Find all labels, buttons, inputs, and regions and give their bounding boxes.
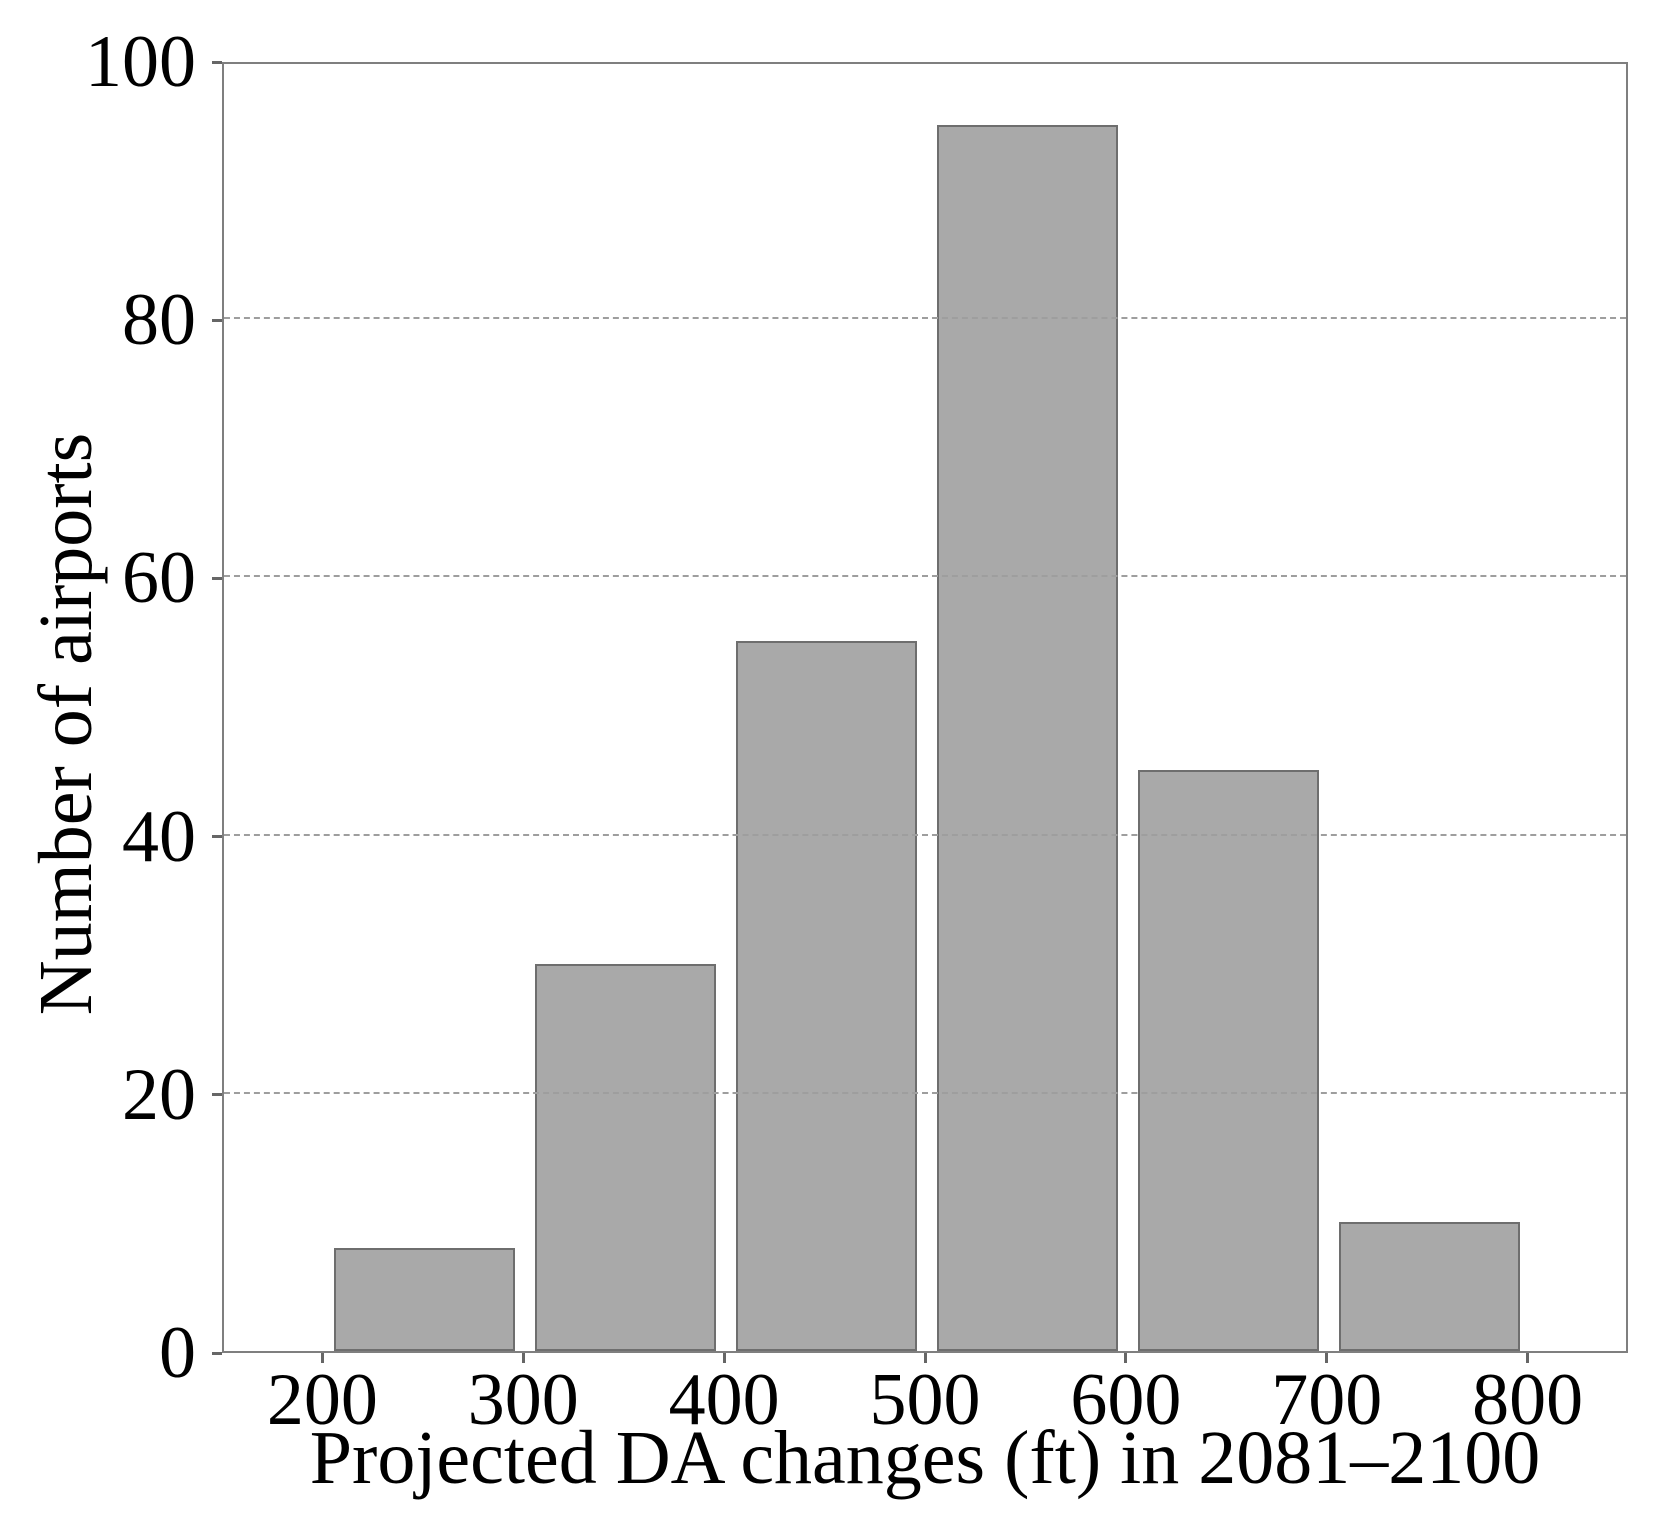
x-tickmark: [923, 1353, 927, 1363]
x-tickmark: [722, 1353, 726, 1363]
y-tick-label: 100: [85, 21, 196, 103]
histogram-bar: [535, 963, 717, 1351]
gridline: [224, 317, 1626, 320]
x-tickmark: [521, 1353, 525, 1363]
y-tick-label: 60: [122, 537, 196, 620]
y-tickmark: [212, 835, 222, 839]
gridline: [224, 833, 1626, 836]
y-tickmark: [212, 60, 222, 64]
y-tickmark: [212, 1093, 222, 1097]
gridline: [224, 1091, 1626, 1094]
x-tick-label: 400: [668, 1359, 780, 1441]
gridline: [224, 575, 1626, 578]
x-tick-label: 600: [1070, 1359, 1182, 1441]
x-tick-label: 700: [1271, 1359, 1383, 1441]
x-tickmark: [1526, 1353, 1530, 1363]
histogram-bar: [1338, 1221, 1520, 1351]
histogram-bar: [1137, 770, 1319, 1351]
x-tickmark: [1124, 1353, 1128, 1363]
y-tick-label: 20: [122, 1053, 196, 1136]
y-tickmark: [212, 576, 222, 580]
y-axis-label-text: Number of airports: [24, 432, 108, 1016]
y-tickmark: [212, 318, 222, 322]
y-tick-label: 80: [122, 279, 196, 362]
x-tick-label: 800: [1472, 1359, 1584, 1441]
y-tickmark: [212, 1351, 222, 1355]
histogram-bar: [937, 124, 1118, 1351]
x-axis-label: Projected DA changes (ft) in 2081–2100: [309, 1416, 1541, 1500]
x-tick-label: 300: [467, 1359, 579, 1441]
x-tick-label: 200: [266, 1359, 378, 1441]
y-tick-label: 40: [122, 795, 196, 878]
y-tick-label: 0: [159, 1312, 196, 1394]
histogram-bar: [736, 640, 917, 1351]
plot-area: [222, 62, 1628, 1353]
x-tick-label: 500: [869, 1359, 981, 1441]
x-tickmark: [320, 1353, 324, 1363]
histogram-bar: [334, 1247, 516, 1351]
x-tickmark: [1325, 1353, 1329, 1363]
